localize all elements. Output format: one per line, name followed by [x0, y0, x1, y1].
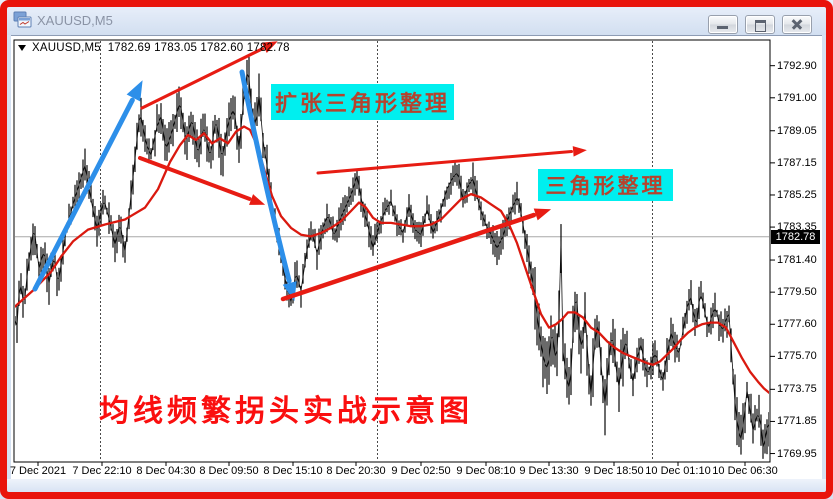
- window-footer: [7, 479, 826, 493]
- time-axis-label: 7 Dec 22:10: [72, 465, 132, 477]
- price-tick-label: 1781.40: [777, 254, 817, 267]
- price-tick-label: 1787.15: [777, 156, 817, 169]
- time-axis-label: 10 Dec 01:10: [645, 465, 711, 477]
- price-tick-label: 1771.85: [777, 415, 817, 428]
- price-tick-label: 1792.90: [777, 59, 817, 72]
- window-title: XAUUSD,M5: [37, 13, 113, 28]
- ohlc-symbol: XAUUSD,M5: [32, 42, 101, 54]
- price-tick-label: 1773.75: [777, 383, 817, 396]
- time-axis-label: 7 Dec 2021: [9, 465, 67, 477]
- time-axis-label: 8 Dec 04:30: [136, 465, 196, 477]
- chart-caption: 均线频繁拐头实战示意图: [99, 395, 473, 428]
- pattern-label: 三角形整理: [538, 169, 673, 201]
- current-price-tag: 1782.78: [771, 229, 820, 244]
- time-axis-label: 8 Dec 20:30: [326, 465, 386, 477]
- restore-icon: [755, 20, 766, 32]
- pattern-label: 扩张三角形整理: [271, 84, 454, 120]
- close-button[interactable]: [782, 15, 812, 34]
- chart-window-icon: [13, 11, 32, 28]
- price-tick-label: 1777.60: [777, 318, 817, 331]
- price-tick-label: 1769.95: [777, 447, 817, 460]
- price-tick-label: 1791.00: [777, 91, 817, 104]
- time-axis-label: 8 Dec 09:50: [199, 465, 259, 477]
- restore-button[interactable]: [745, 15, 775, 34]
- time-axis-label: 10 Dec 06:30: [712, 465, 778, 477]
- price-tick-label: 1789.05: [777, 124, 817, 137]
- price-tick-label: 1779.50: [777, 286, 817, 299]
- ohlc-values: 1782.69 1783.05 1782.60 1782.78: [107, 42, 290, 54]
- price-tick-label: 1785.25: [777, 188, 817, 201]
- minimize-icon: [717, 26, 728, 29]
- time-axis-label: 9 Dec 02:50: [391, 465, 451, 477]
- minimize-button[interactable]: [708, 15, 738, 34]
- window-titlebar: XAUUSD,M5: [7, 7, 826, 35]
- time-axis-label: 9 Dec 13:30: [519, 465, 579, 477]
- window-controls: [708, 15, 812, 34]
- price-tick-label: 1775.70: [777, 350, 817, 363]
- ohlc-readout: XAUUSD,M5 1782.69 1783.05 1782.60 1782.7…: [18, 42, 290, 54]
- time-axis-label: 9 Dec 08:10: [456, 465, 516, 477]
- chevron-down-icon: [18, 44, 26, 51]
- time-axis-label: 8 Dec 15:10: [263, 465, 323, 477]
- time-axis-label: 9 Dec 18:50: [584, 465, 644, 477]
